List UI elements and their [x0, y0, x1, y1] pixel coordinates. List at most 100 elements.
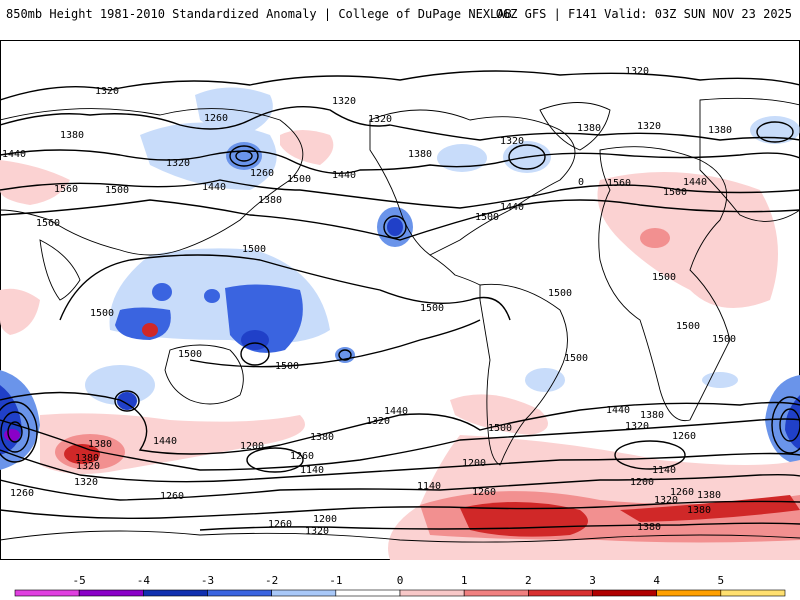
- colorbar-tick-label: 3: [589, 574, 596, 587]
- contour-label: 1320: [654, 495, 678, 506]
- colorbar-swatch: [271, 589, 337, 597]
- coastline-asia: [0, 108, 304, 256]
- contour-line: [0, 449, 800, 483]
- contour-label: 1500: [712, 334, 736, 345]
- colorbar-swatches: [14, 589, 786, 597]
- contour-label: 1500: [652, 272, 676, 283]
- contour-label: 1380: [310, 432, 334, 443]
- colorbar-swatch: [656, 589, 722, 597]
- contour-line: [0, 149, 800, 175]
- contour-label: 1500: [488, 423, 512, 434]
- contour-label: 1500: [548, 288, 572, 299]
- colorbar-tick-label: -3: [201, 574, 214, 587]
- contour-label: 1500: [242, 244, 266, 255]
- contour-line: [0, 179, 800, 209]
- coastline-south-america: [479, 283, 568, 466]
- contour-label: 1380: [258, 195, 282, 206]
- closed-low-contour: [7, 421, 23, 443]
- colorbar-swatch: [399, 589, 465, 597]
- contour-label: 1500: [564, 353, 588, 364]
- contour-label: 0: [578, 177, 584, 188]
- contour-label: 1320: [625, 66, 649, 77]
- contour-label: 1500: [287, 174, 311, 185]
- contour-label: 1260: [160, 491, 184, 502]
- contour-label: 1380: [697, 490, 721, 501]
- coastline-central-america: [429, 254, 481, 286]
- contour-label: 1140: [300, 465, 324, 476]
- colorbar-swatch: [720, 589, 786, 597]
- contour-label: 1500: [663, 187, 687, 198]
- anomaly-patch: [525, 368, 565, 392]
- contour-line: [0, 391, 800, 455]
- coastline-greenland: [539, 102, 611, 151]
- anomaly-patch: [64, 444, 100, 464]
- anomaly-patch: [4, 429, 20, 441]
- contour-label: 1440: [332, 170, 356, 181]
- contour-label: 1380: [60, 130, 84, 141]
- colorbar-swatch: [592, 589, 657, 597]
- coastline-asia-east: [699, 97, 800, 222]
- colorbar-swatch: [207, 589, 272, 597]
- anomaly-patch: [0, 288, 40, 335]
- closed-low-contour: [0, 401, 38, 463]
- contour-label: 1380: [708, 125, 732, 136]
- colorbar-tick-label: 1: [461, 574, 468, 587]
- colorbar-tick-label: -2: [265, 574, 278, 587]
- contour-label: 1500: [178, 349, 202, 360]
- contour-label: 1320: [625, 421, 649, 432]
- contour-label: 1260: [250, 168, 274, 179]
- closed-low-contour: [246, 447, 304, 473]
- colorbar-tick-label: -1: [329, 574, 342, 587]
- closed-low-contour: [229, 145, 259, 167]
- colorbar-ticks: -5 -4 -3 -2 -1 0 1 2 3 4 5: [73, 574, 725, 587]
- contour-label: 1440: [384, 406, 408, 417]
- contour-label: 1500: [475, 212, 499, 223]
- contour-label: 1320: [637, 121, 661, 132]
- anomaly-map: 1320 1320 1320 1320 1320 1320 1320 1380 …: [0, 40, 800, 560]
- closed-low-contour: [235, 150, 253, 162]
- contour-label: 1560: [36, 218, 60, 229]
- map-title: 850mb Height 1981-2010 Standardized Anom…: [6, 7, 512, 21]
- contour-label: 1260: [472, 487, 496, 498]
- anomaly-patch: [142, 323, 158, 337]
- contour-label: 1320: [95, 86, 119, 97]
- closed-low-contour: [614, 440, 686, 470]
- closed-low-contour: [771, 396, 800, 454]
- anomaly-patch: [640, 228, 670, 248]
- closed-low-contour: [756, 121, 794, 143]
- contour-label: 1440: [606, 405, 630, 416]
- contour-label: 1380: [75, 453, 99, 464]
- contour-labels: 1320 1320 1320 1320 1320 1320 1320 1380 …: [2, 66, 736, 537]
- header-bar: 850mb Height 1981-2010 Standardized Anom…: [0, 0, 800, 30]
- contour-label: 1200: [630, 477, 654, 488]
- contour-label: 1260: [10, 488, 34, 499]
- closed-low-contour: [508, 144, 546, 170]
- colorbar-swatch: [463, 589, 529, 597]
- contour-line: [199, 522, 800, 531]
- contour-label: 1320: [332, 96, 356, 107]
- closed-low-contour: [114, 390, 140, 412]
- colorbar-swatch: [14, 589, 80, 597]
- anomaly-patch: [280, 130, 334, 165]
- coastline-australia: [164, 344, 244, 405]
- contour-line: [0, 418, 800, 471]
- contour-label: 1320: [166, 158, 190, 169]
- colorbar-tick-label: 5: [718, 574, 725, 587]
- contour-label: 1500: [275, 361, 299, 372]
- coastline-antarctica: [0, 530, 800, 543]
- colorbar-tick-label: -4: [137, 574, 151, 587]
- contour-label: 1260: [204, 113, 228, 124]
- contour-label: 1380: [640, 410, 664, 421]
- colorbar-swatch: [143, 589, 208, 597]
- contour-label: 1260: [670, 487, 694, 498]
- anomaly-patch: [437, 144, 487, 172]
- contour-line: [189, 319, 481, 368]
- closed-low-contour: [383, 215, 407, 239]
- coastline-india: [39, 239, 81, 301]
- colorbar-tick-label: -5: [73, 574, 86, 587]
- contour-label: 1200: [313, 514, 337, 525]
- contour-label: 1320: [305, 526, 329, 537]
- contour-line: [0, 106, 800, 141]
- contour-label: 1560: [607, 178, 631, 189]
- colorbar-swatch: [78, 589, 144, 597]
